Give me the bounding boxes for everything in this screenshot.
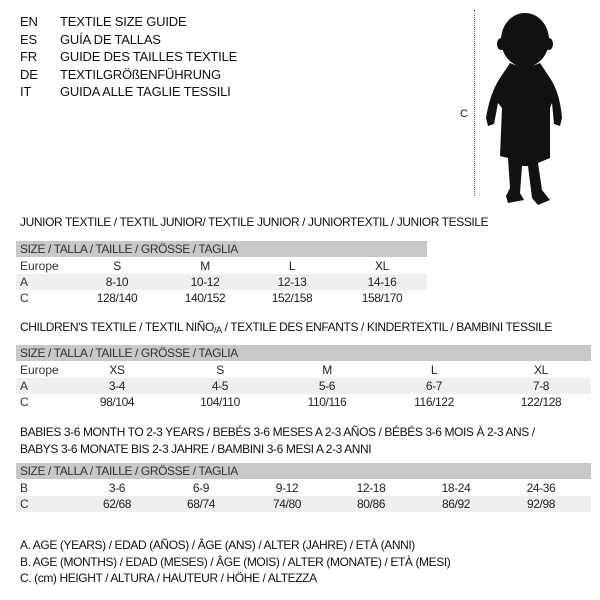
legend-item: B. AGE (MONTHS) / EDAD (MESES) / ÂGE (MO…: [20, 554, 451, 569]
legend-item: C. (cm) HEIGHT / ALTURA / HAUTEUR / HÖHE…: [20, 571, 317, 585]
table-cell: 6-9: [192, 481, 210, 495]
height-indicator: [474, 10, 475, 196]
child-silhouette-icon: [486, 13, 562, 205]
table-cell: XS: [109, 363, 125, 377]
table-cell: 86/92: [441, 497, 471, 511]
table-cell: 24-36: [526, 481, 556, 495]
table-cell: 14-16: [367, 275, 397, 289]
children-title-b: / TEXTILE DES ENFANTS / KINDERTEXTIL / B…: [221, 320, 553, 334]
table-cell: 104/110: [200, 395, 240, 409]
table-cell: XL: [375, 259, 389, 273]
language-code: FR: [20, 49, 37, 64]
height-label: C: [460, 108, 468, 120]
table-cell: 9-12: [275, 481, 299, 495]
table-cell: 140/152: [184, 291, 226, 305]
table-cell: 3-4: [108, 379, 126, 393]
row-label: C: [20, 395, 29, 409]
table-cell: 62/68: [102, 497, 132, 511]
language-code: EN: [20, 14, 38, 29]
table-cell: M: [200, 259, 210, 273]
table-cell: 8-10: [105, 275, 129, 289]
table-cell: 5-6: [318, 379, 336, 393]
table-cell: 12-18: [356, 481, 386, 495]
table-cell: 68/74: [186, 497, 216, 511]
row-label: A: [20, 275, 29, 289]
guide-title: TEXTILGRÖßENFÜHRUNG: [60, 66, 221, 82]
row-label: A: [20, 379, 29, 393]
table-cell: M: [322, 363, 332, 377]
table-cell: L: [288, 259, 296, 273]
table-row: C 62/68 68/74 74/80 80/86 86/92 92/98: [16, 496, 591, 512]
table-cell: 152/158: [271, 291, 313, 305]
table-cell: 110/116: [307, 395, 347, 409]
babies-title-line1: BABIES 3-6 MONTH TO 2-3 YEARS / BEBÉS 3-…: [20, 425, 535, 439]
table-cell: 116/122: [414, 395, 454, 409]
size-header: SIZE / TALLA / TAILLE / GRÖSSE / TAGLIA: [20, 464, 238, 478]
guide-title: GUIDE DES TAILLES TEXTILE: [60, 49, 238, 64]
row-label: Europe: [20, 363, 59, 377]
table-row: B 3-6 6-9 9-12 12-18 18-24 24-36: [16, 480, 591, 496]
junior-title: JUNIOR TEXTILE / TEXTIL JUNIOR/ TEXTILE …: [20, 215, 489, 229]
guide-title: TEXTILE SIZE GUIDE: [60, 14, 187, 29]
table-cell: 3-6: [108, 481, 126, 495]
table-cell: 10-12: [190, 275, 220, 289]
row-label: Europe: [20, 259, 59, 273]
table-cell: 80/86: [356, 497, 386, 511]
guide-title: GUIDA ALLE TAGLIE TESSILI: [60, 84, 231, 99]
guide-title: GUÍA DE TALLAS: [60, 31, 161, 47]
table-cell: XL: [534, 363, 548, 377]
table-cell: 92/98: [526, 497, 556, 511]
table-row: A 3-4 4-5 5-6 6-7 7-8: [16, 378, 591, 394]
table-row: Europe XS S M L XL: [16, 362, 591, 378]
language-code: ES: [20, 31, 37, 47]
language-code: IT: [20, 84, 32, 99]
size-header: SIZE / TALLA / TAILLE / GRÖSSE / TAGLIA: [20, 242, 238, 256]
table-cell: 98/104: [99, 395, 135, 409]
table-row: C 128/140 140/152 152/158 158/170: [16, 290, 427, 306]
table-cell: 12-13: [277, 275, 307, 289]
table-cell: 128/140: [96, 291, 138, 305]
row-label: B: [20, 481, 29, 495]
size-header: SIZE / TALLA / TAILLE / GRÖSSE / TAGLIA: [20, 346, 238, 360]
row-label: C: [20, 291, 29, 305]
table-cell: 4-5: [211, 379, 229, 393]
table-row: A 8-10 10-12 12-13 14-16: [16, 274, 427, 290]
table-cell: 158/170: [361, 291, 403, 305]
size-header-bar: SIZE / TALLA / TAILLE / GRÖSSE / TAGLIA: [16, 463, 591, 479]
children-title-sub: /A: [213, 325, 222, 335]
table-cell: 74/80: [272, 497, 302, 511]
size-header-bar: SIZE / TALLA / TAILLE / GRÖSSE / TAGLIA: [16, 345, 591, 361]
table-cell: L: [430, 363, 438, 377]
size-header-bar: SIZE / TALLA / TAILLE / GRÖSSE / TAGLIA: [16, 241, 427, 257]
table-row: C 98/104 104/110 110/116 116/122 122/128: [16, 394, 591, 410]
table-cell: 18-24: [441, 481, 471, 495]
table-cell: 7-8: [532, 379, 550, 393]
children-title-a: CHILDREN'S TEXTILE / TEXTIL NIÑO: [20, 320, 214, 334]
babies-title-line2: BABYS 3-6 MONATE BIS 2-3 JAHRE / BAMBINI…: [20, 442, 372, 456]
children-title: CHILDREN'S TEXTILE / TEXTIL NIÑO/A / TEX…: [20, 320, 552, 335]
table-cell: S: [113, 259, 121, 273]
legend-item: A. AGE (YEARS) / EDAD (AÑOS) / ÂGE (ANS)…: [20, 538, 415, 552]
table-cell: 122/128: [520, 395, 562, 409]
table-cell: 6-7: [425, 379, 443, 393]
row-label: C: [20, 497, 29, 511]
table-row: Europe S M L XL: [16, 258, 427, 274]
table-cell: S: [216, 363, 224, 377]
language-code: DE: [20, 66, 38, 82]
